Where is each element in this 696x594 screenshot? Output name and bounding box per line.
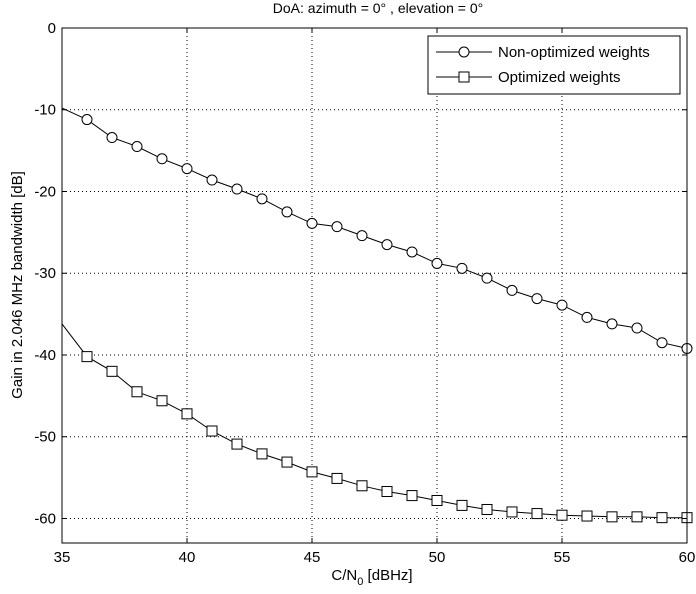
data-point-optimized [206, 425, 218, 437]
y-tick-label: -40 [34, 347, 56, 364]
data-point-optimized [131, 386, 143, 398]
plot-area [62, 28, 687, 543]
data-point-non-optimized [606, 318, 618, 330]
legend-marker-square [458, 71, 470, 83]
data-point-optimized [356, 480, 368, 492]
data-point-non-optimized [206, 174, 218, 186]
chart-title: DoA: azimuth = 0° , elevation = 0° [273, 0, 483, 16]
data-point-optimized [331, 472, 343, 484]
x-tick-label: 50 [429, 549, 446, 566]
data-point-optimized [481, 503, 493, 515]
data-point-optimized [156, 395, 168, 407]
data-point-non-optimized [431, 257, 443, 269]
axis-ticks: 35 40 45 50 55 60 0 -10 -20 -30 -40 -50 -60 [34, 20, 695, 566]
data-point-non-optimized [456, 262, 468, 274]
x-tick-label: 45 [304, 549, 321, 566]
data-point-non-optimized [331, 221, 343, 233]
data-point-optimized [631, 511, 643, 523]
data-point-optimized [181, 408, 193, 420]
data-point-optimized [556, 509, 568, 521]
data-point-non-optimized [231, 183, 243, 195]
data-point-non-optimized [81, 114, 93, 126]
data-point-optimized [306, 466, 318, 478]
x-axis-label: C/N0 [dBHz] [331, 567, 412, 588]
data-point-non-optimized [531, 293, 543, 305]
data-point-optimized [606, 511, 618, 523]
y-tick-label: -30 [34, 265, 56, 282]
y-axis-label: Gain in 2.046 MHz bandwidth [dB] [9, 171, 26, 399]
data-point-non-optimized [581, 311, 593, 323]
data-point-optimized [456, 499, 468, 511]
legend-marker-circle [458, 46, 470, 58]
data-point-non-optimized [406, 246, 418, 258]
legend-entry-non-optimized: Non-optimized weights [436, 44, 650, 61]
grid [62, 28, 687, 543]
x-tick-label: 60 [679, 549, 696, 566]
data-point-non-optimized [631, 322, 643, 334]
data-point-optimized [581, 510, 593, 522]
data-point-non-optimized [656, 337, 668, 349]
data-point-non-optimized [181, 163, 193, 175]
data-point-optimized [406, 490, 418, 502]
data-point-optimized [281, 456, 293, 468]
data-point-optimized [256, 448, 268, 460]
data-point-optimized [531, 508, 543, 520]
x-axis-label-unit: [dBHz] [363, 567, 412, 584]
data-point-optimized [431, 494, 443, 506]
data-point-non-optimized [306, 217, 318, 229]
data-point-non-optimized [556, 299, 568, 311]
data-point-non-optimized [381, 239, 393, 251]
data-point-optimized [81, 351, 93, 363]
x-tick-label: 55 [554, 549, 571, 566]
legend: Non-optimized weights Optimized weights [427, 35, 681, 95]
data-point-optimized [381, 486, 393, 497]
data-point-non-optimized [481, 272, 493, 284]
legend-label-non-optimized: Non-optimized weights [498, 44, 650, 61]
y-tick-label: -60 [34, 510, 56, 527]
y-tick-label: -20 [34, 183, 56, 200]
x-tick-label: 40 [179, 549, 196, 566]
data-point-optimized [506, 506, 518, 518]
data-point-non-optimized [131, 141, 143, 153]
x-axis-label-sub: 0 [357, 576, 363, 588]
x-axis-label-main: C/N [331, 567, 357, 584]
data-point-optimized [231, 438, 243, 450]
y-tick-label: -10 [34, 102, 56, 119]
y-tick-label: 0 [48, 20, 56, 37]
legend-label-optimized: Optimized weights [498, 69, 621, 86]
data-point-non-optimized [506, 284, 518, 296]
data-point-non-optimized [156, 153, 168, 165]
data-point-non-optimized [106, 132, 118, 144]
legend-box [427, 35, 681, 95]
data-point-non-optimized [281, 206, 293, 218]
data-point-optimized [106, 365, 118, 377]
data-point-non-optimized [356, 230, 368, 242]
data-point-non-optimized [256, 193, 268, 205]
legend-entry-optimized: Optimized weights [436, 69, 621, 86]
x-tick-label: 35 [54, 549, 71, 566]
plot-frame [61, 27, 688, 544]
y-tick-label: -50 [34, 429, 56, 446]
data-point-optimized [656, 512, 668, 524]
